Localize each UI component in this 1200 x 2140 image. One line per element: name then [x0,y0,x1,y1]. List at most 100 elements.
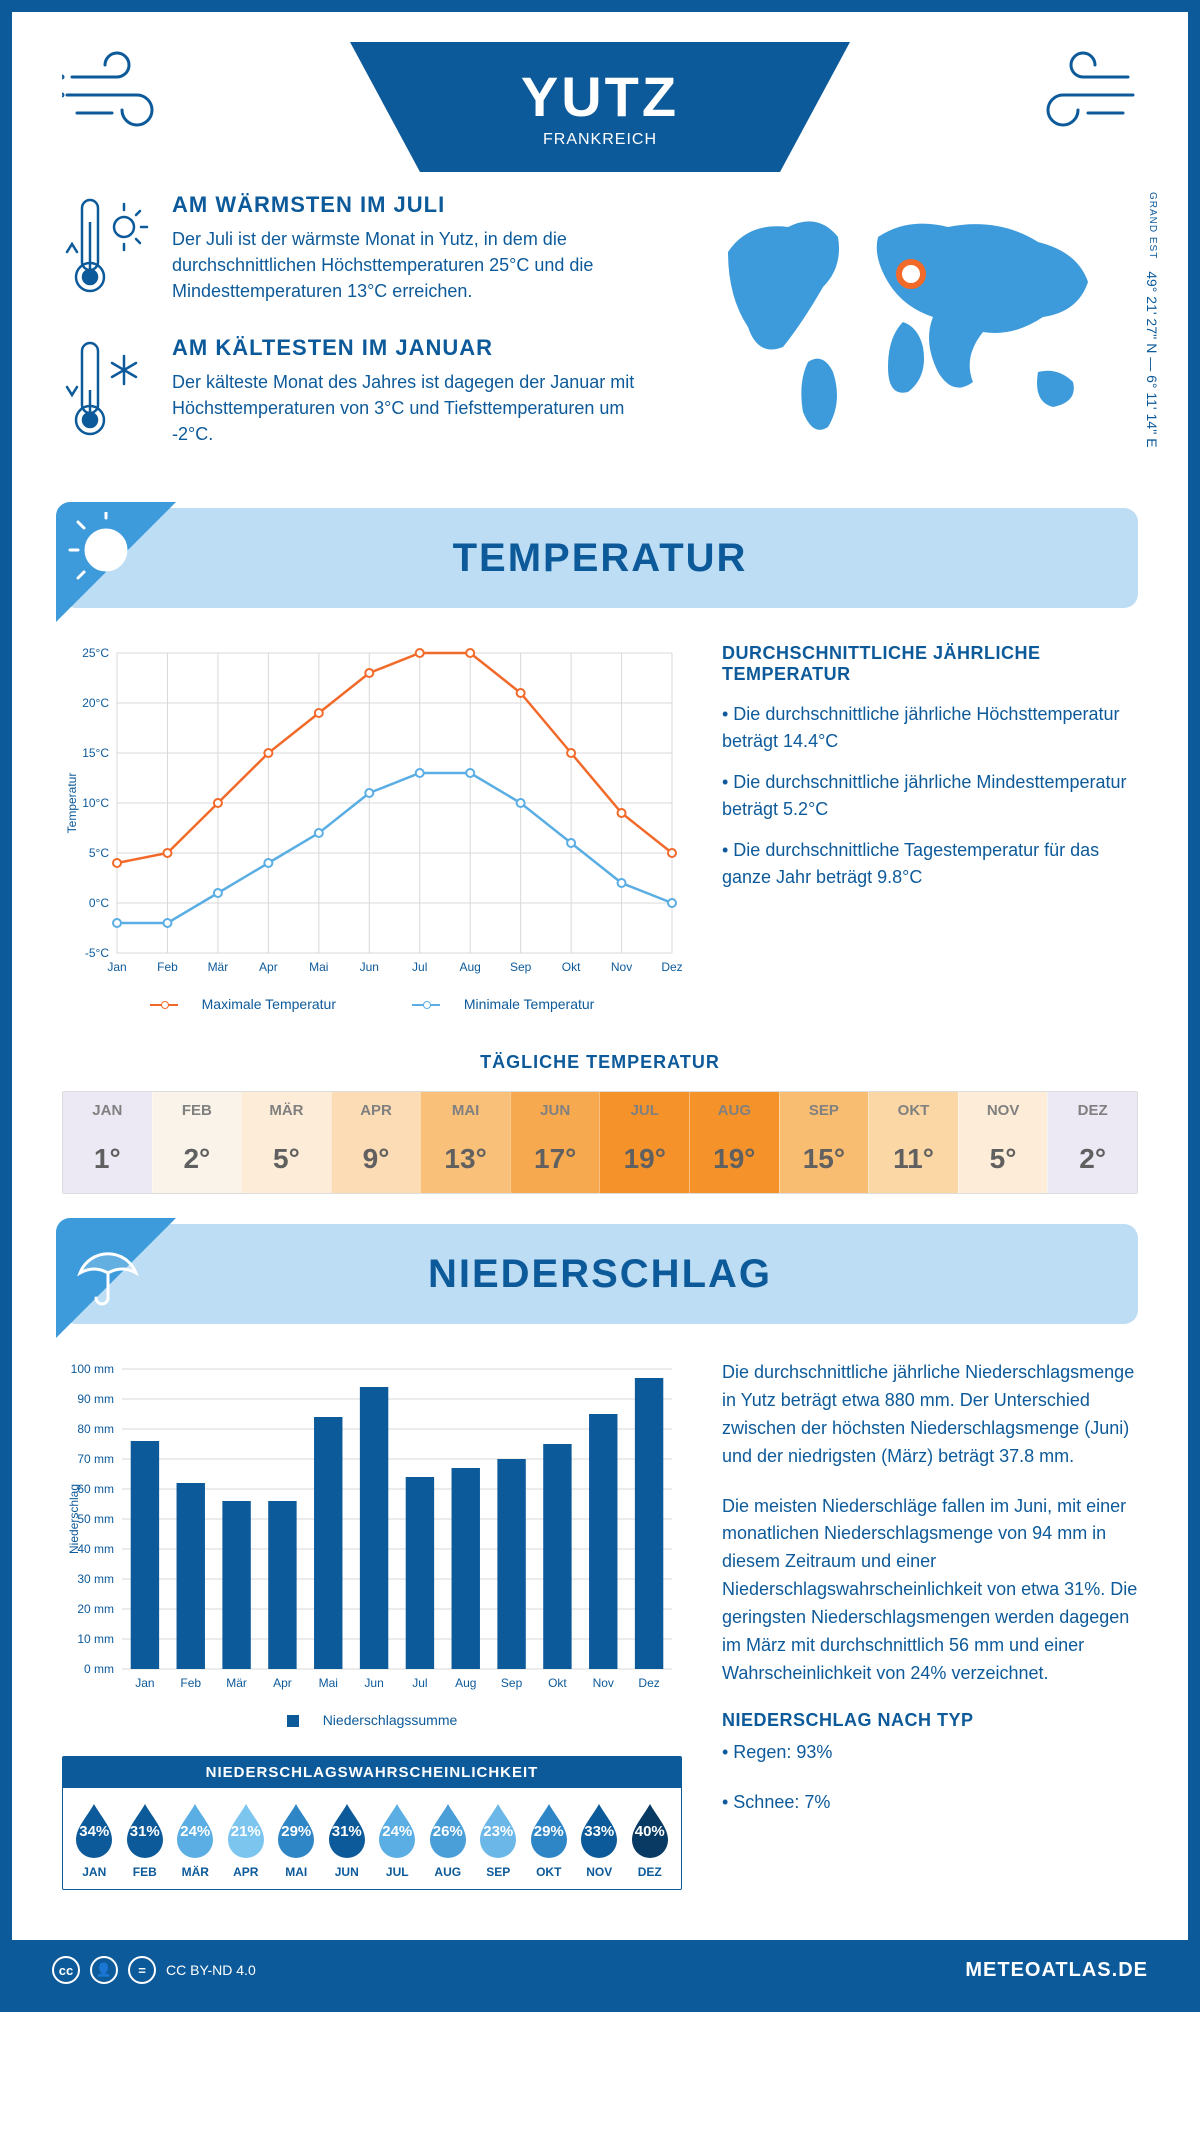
svg-text:Nov: Nov [611,960,632,974]
svg-text:Mär: Mär [208,960,229,974]
svg-text:60 mm: 60 mm [77,1482,114,1496]
svg-text:Jul: Jul [412,1676,427,1690]
svg-text:90 mm: 90 mm [77,1392,114,1406]
svg-text:70 mm: 70 mm [77,1452,114,1466]
daily-temp-table: JAN1°FEB2°MÄR5°APR9°MAI13°JUN17°JUL19°AU… [62,1091,1138,1194]
fact-title: AM KÄLTESTEN IM JANUAR [172,335,658,361]
section-header-precip: NIEDERSCHLAG [62,1224,1138,1324]
daily-cell: MÄR5° [241,1092,331,1193]
by-icon: 👤 [90,1956,118,1984]
svg-text:Jul: Jul [412,960,427,974]
temp-bullet: • Die durchschnittliche jährliche Höchst… [722,701,1138,755]
prob-drop: 23%SEP [475,1802,522,1879]
daily-cell: SEP15° [779,1092,869,1193]
precipitation-bar-chart: 0 mm 10 mm 20 mm 30 mm 40 mm 50 mm 60 mm 70 mm 8… [62,1359,682,1728]
svg-text:10°C: 10°C [82,796,109,810]
svg-text:Mai: Mai [319,1676,338,1690]
svg-text:Okt: Okt [548,1676,567,1690]
world-map: GRAND EST 49° 21' 27'' N — 6° 11' 14'' E [698,192,1138,478]
thermometer-snow-icon [62,335,152,450]
svg-text:5°C: 5°C [89,846,109,860]
region-label: GRAND EST [1147,192,1158,259]
svg-text:Apr: Apr [259,960,278,974]
svg-text:Nov: Nov [593,1676,614,1690]
section-title: TEMPERATUR [453,536,748,581]
prob-title: NIEDERSCHLAGSWAHRSCHEINLICHKEIT [63,1757,681,1788]
daily-cell: JUN17° [510,1092,600,1193]
country-subtitle: FRANKREICH [350,131,850,149]
daily-cell: JUL19° [599,1092,689,1193]
daily-cell: MAI13° [420,1092,510,1193]
svg-text:25°C: 25°C [82,646,109,660]
svg-text:Mai: Mai [309,960,328,974]
prob-drop: 26%AUG [425,1802,472,1879]
svg-text:80 mm: 80 mm [77,1422,114,1436]
precip-paragraph: Die meisten Niederschläge fallen im Juni… [722,1493,1138,1688]
section-header-temp: TEMPERATUR [62,508,1138,608]
temp-bullet: • Die durchschnittliche jährliche Mindes… [722,769,1138,823]
daily-cell: APR9° [331,1092,421,1193]
svg-text:Jan: Jan [107,960,126,974]
chart-legend: Niederschlagssumme [62,1712,682,1728]
precip-type-title: NIEDERSCHLAG NACH TYP [722,1710,1138,1731]
wind-icon [1018,47,1138,142]
daily-cell: JAN1° [63,1092,152,1193]
daily-cell: NOV5° [958,1092,1048,1193]
sun-icon [68,512,148,592]
precip-probability-box: NIEDERSCHLAGSWAHRSCHEINLICHKEIT 34%JAN31… [62,1756,682,1890]
license-text: CC BY-ND 4.0 [166,1962,256,1978]
coordinates: 49° 21' 27'' N — 6° 11' 14'' E [1144,271,1160,447]
prob-drop: 31%JUN [324,1802,371,1879]
svg-text:30 mm: 30 mm [77,1572,114,1586]
cc-icon: cc [52,1956,80,1984]
fact-warmest: AM WÄRMSTEN IM JULI Der Juli ist der wär… [62,192,658,307]
prob-drop: 21%APR [223,1802,270,1879]
daily-temp-title: TÄGLICHE TEMPERATUR [62,1052,1138,1073]
fact-coldest: AM KÄLTESTEN IM JANUAR Der kälteste Mona… [62,335,658,450]
svg-text:Apr: Apr [273,1676,292,1690]
daily-cell: AUG19° [689,1092,779,1193]
prob-drop: 29%MAI [273,1802,320,1879]
chart-legend: Maximale Temperatur Minimale Temperatur [62,996,682,1012]
temperature-line-chart: -5°C0°C5°C10°C15°C20°C25°CJanFebMärAprMa… [62,643,682,1012]
svg-text:100 mm: 100 mm [71,1362,114,1376]
prob-drop: 24%JUL [374,1802,421,1879]
svg-text:40 mm: 40 mm [77,1542,114,1556]
svg-text:Jun: Jun [364,1676,383,1690]
svg-text:Aug: Aug [455,1676,476,1690]
svg-text:Feb: Feb [157,960,178,974]
umbrella-icon [68,1228,148,1308]
svg-text:10 mm: 10 mm [77,1632,114,1646]
svg-text:50 mm: 50 mm [77,1512,114,1526]
site-name: METEOATLAS.DE [965,1959,1148,1982]
precip-type-bullet: • Schnee: 7% [722,1789,1138,1817]
city-title: YUTZ [350,42,850,129]
precip-paragraph: Die durchschnittliche jährliche Niedersc… [722,1359,1138,1471]
svg-text:Feb: Feb [180,1676,201,1690]
svg-text:20 mm: 20 mm [77,1602,114,1616]
page-footer: cc 👤 = CC BY-ND 4.0 METEOATLAS.DE [12,1940,1188,2000]
svg-text:Okt: Okt [562,960,581,974]
temp-summary-title: DURCHSCHNITTLICHE JÄHRLICHE TEMPERATUR [722,643,1138,685]
prob-drop: 33%NOV [576,1802,623,1879]
svg-text:Jan: Jan [135,1676,154,1690]
fact-text: Der Juli ist der wärmste Monat in Yutz, … [172,226,658,304]
svg-text:Jun: Jun [360,960,379,974]
svg-text:Temperatur: Temperatur [65,773,79,834]
svg-text:Mär: Mär [226,1676,247,1690]
section-title: NIEDERSCHLAG [428,1252,772,1297]
fact-title: AM WÄRMSTEN IM JULI [172,192,658,218]
svg-text:Sep: Sep [510,960,532,974]
nd-icon: = [128,1956,156,1984]
svg-text:0 mm: 0 mm [84,1662,114,1676]
svg-text:Niederschlag: Niederschlag [67,1484,81,1554]
svg-text:Aug: Aug [460,960,481,974]
prob-drop: 40%DEZ [627,1802,674,1879]
svg-text:Dez: Dez [661,960,682,974]
prob-drop: 31%FEB [122,1802,169,1879]
daily-cell: OKT11° [868,1092,958,1193]
svg-text:20°C: 20°C [82,696,109,710]
prob-drop: 34%JAN [71,1802,118,1879]
daily-cell: DEZ2° [1047,1092,1137,1193]
precip-type-bullet: • Regen: 93% [722,1739,1138,1767]
